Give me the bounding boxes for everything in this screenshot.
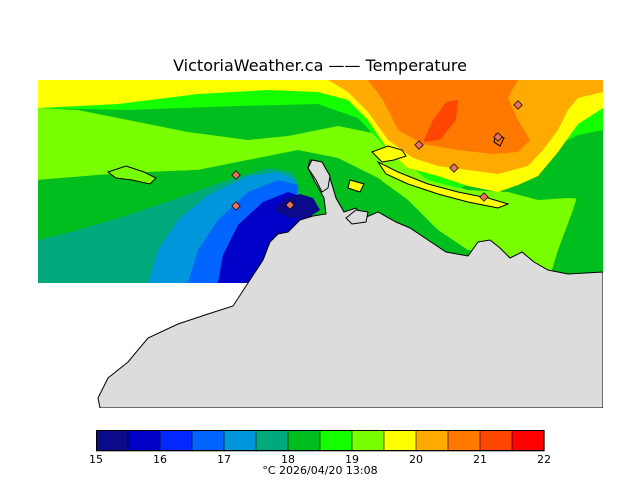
units-timestamp: °C 2026/04/20 13:08	[262, 464, 378, 477]
color-legend	[96, 430, 545, 452]
station-marker[interactable]	[414, 140, 424, 150]
legend-color-cell	[511, 430, 545, 452]
legend-tick: 20	[409, 453, 423, 466]
temperature-band-21-5	[423, 100, 458, 142]
legend-tick: 18	[281, 453, 295, 466]
temperature-band-19	[38, 108, 603, 283]
station-marker[interactable]	[493, 132, 503, 142]
station-marker[interactable]	[479, 192, 489, 202]
legend-color-cell	[479, 430, 513, 452]
island	[376, 160, 510, 209]
island	[371, 145, 407, 163]
legend-color-cell	[351, 430, 385, 452]
legend-color-cell	[191, 430, 225, 452]
legend-color-cell	[415, 430, 449, 452]
legend-color-cell	[447, 430, 481, 452]
legend-tick-labels: 15 16 17 18 19 20 21 22	[0, 453, 640, 467]
station-marker[interactable]	[449, 163, 459, 173]
station-marker[interactable]	[231, 201, 241, 211]
temperature-band-east	[548, 130, 603, 283]
legend-tick: 17	[217, 453, 231, 466]
chart-title: VictoriaWeather.ca —— Temperature	[173, 56, 467, 75]
station-marker[interactable]	[513, 100, 523, 110]
legend-color-cell	[223, 430, 257, 452]
land-mass	[97, 159, 603, 408]
temperature-map	[38, 80, 603, 408]
legend-color-cell	[383, 430, 417, 452]
legend-tick: 21	[473, 453, 487, 466]
legend-color-cell	[255, 430, 289, 452]
temperature-band-15-5	[273, 194, 320, 218]
weather-stations	[231, 100, 523, 211]
island	[347, 179, 365, 193]
legend-color-cell	[319, 430, 353, 452]
legend-color-cell	[127, 430, 161, 452]
legend-tick: 19	[345, 453, 359, 466]
legend-color-cell	[96, 430, 129, 452]
legend-tick: 15	[89, 453, 103, 466]
legend-tick: 16	[153, 453, 167, 466]
legend-color-cell	[287, 430, 321, 452]
station-marker[interactable]	[231, 170, 241, 180]
color-legend-frame	[96, 430, 544, 451]
station-marker[interactable]	[285, 200, 295, 210]
island	[106, 165, 157, 185]
legend-color-cell	[159, 430, 193, 452]
legend-tick: 22	[537, 453, 551, 466]
peninsula	[307, 159, 331, 193]
island	[345, 209, 369, 225]
